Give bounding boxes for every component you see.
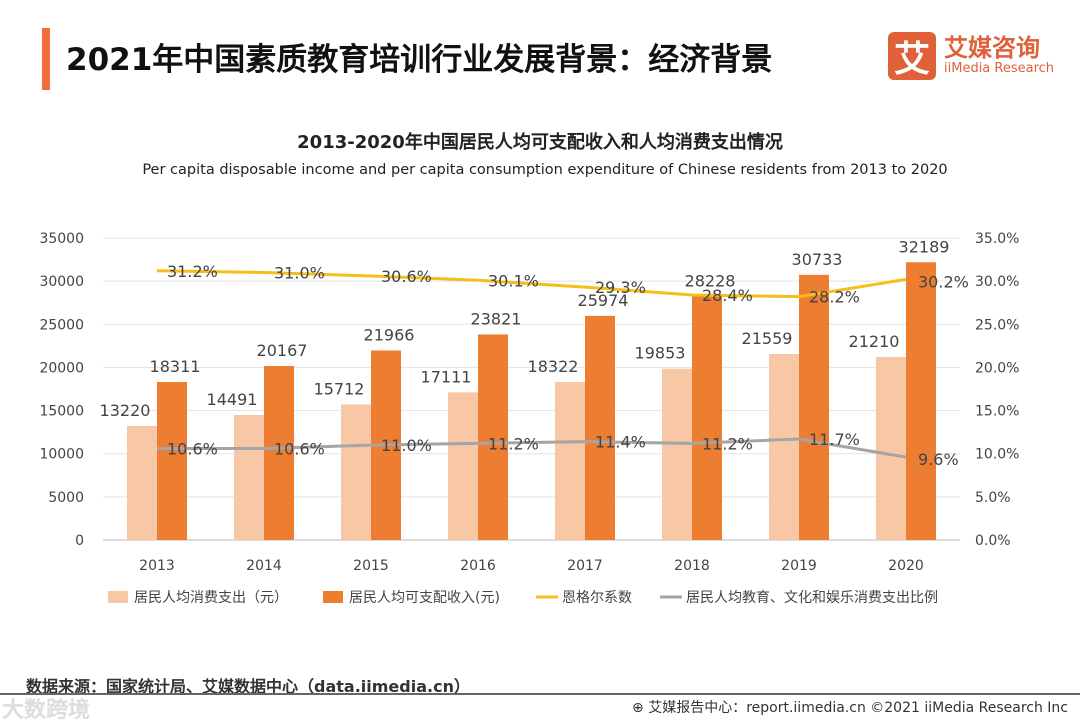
x-tick-label: 2013: [139, 558, 175, 574]
legend-swatch: [108, 591, 128, 603]
y-tick-label: 35000: [39, 231, 84, 247]
title-accent-bar: [42, 28, 50, 90]
data-label-education: 11.2%: [488, 434, 539, 453]
data-label-consumption: 18322: [528, 357, 579, 376]
bar-income: [478, 334, 508, 540]
data-label-education: 10.6%: [274, 440, 325, 459]
data-label-education: 11.7%: [809, 430, 860, 449]
y2-tick-label: 30.0%: [975, 274, 1019, 290]
bar-income: [157, 382, 187, 540]
data-label-consumption: 19853: [635, 344, 686, 363]
legend-label: 居民人均教育、文化和娱乐消费支出比例: [686, 590, 938, 606]
data-label-income: 23821: [471, 309, 522, 328]
y2-tick-label: 35.0%: [975, 231, 1019, 247]
bar-income: [906, 262, 936, 540]
y2-tick-label: 15.0%: [975, 404, 1019, 420]
logo-mark: 艾: [888, 32, 936, 80]
data-label-engel: 30.6%: [381, 267, 432, 286]
x-tick-label: 2016: [460, 558, 496, 574]
data-label-consumption: 17111: [421, 367, 472, 386]
data-source: 数据来源：国家统计局、艾媒数据中心（data.iimedia.cn）: [26, 677, 470, 696]
x-tick-label: 2017: [567, 558, 603, 574]
data-label-engel: 30.2%: [918, 272, 969, 291]
data-label-education: 11.2%: [702, 434, 753, 453]
data-label-consumption: 13220: [100, 401, 151, 420]
watermark: 大数跨境: [2, 698, 91, 723]
data-label-consumption: 14491: [207, 390, 258, 409]
y-tick-label: 0: [75, 533, 84, 549]
bar-income: [799, 274, 829, 540]
data-label-income: 25974: [578, 291, 629, 310]
page-title: 2021年中国素质教育培训行业发展背景：经济背景: [66, 42, 773, 78]
line-engel: [156, 269, 907, 299]
data-label-income: 18311: [150, 357, 201, 376]
data-label-engel: 29.3%: [595, 278, 646, 297]
bar-consumption: [448, 392, 478, 540]
chart-title: 2013-2020年中国居民人均可支配收入和人均消费支出情况: [297, 132, 783, 153]
y-tick-label: 30000: [39, 274, 84, 290]
bar-income: [692, 296, 722, 540]
data-label-engel: 28.2%: [809, 288, 860, 307]
y-tick-label: 15000: [39, 404, 84, 420]
x-tick-label: 2015: [353, 558, 389, 574]
logo: 艾 艾媒咨询 iiMedia Research: [888, 32, 1054, 80]
bar-consumption: [555, 381, 585, 540]
logo-cn: 艾媒咨询: [944, 34, 1040, 62]
y2-tick-label: 25.0%: [975, 317, 1019, 333]
data-label-income: 20167: [257, 341, 308, 360]
data-label-engel: 31.2%: [167, 262, 218, 281]
bar-consumption: [876, 356, 906, 540]
data-label-income: 21966: [364, 325, 415, 344]
x-tick-label: 2018: [674, 558, 710, 574]
legend-swatch: [323, 591, 343, 603]
legend-label: 恩格尔系数: [562, 590, 632, 606]
legend-label: 居民人均消费支出（元）: [134, 590, 288, 606]
bar-income: [585, 315, 615, 540]
y2-tick-label: 20.0%: [975, 360, 1019, 376]
data-label-income: 30733: [792, 250, 843, 269]
y2-tick-label: 0.0%: [975, 533, 1011, 549]
x-tick-label: 2014: [246, 558, 282, 574]
data-label-consumption: 15712: [314, 379, 365, 398]
x-tick-label: 2020: [888, 558, 924, 574]
data-label-income: 28228: [685, 271, 736, 290]
y-tick-label: 5000: [48, 490, 84, 506]
data-label-education: 11.4%: [595, 433, 646, 452]
data-label-consumption: 21559: [742, 329, 793, 348]
bar-consumption: [127, 425, 157, 540]
data-label-consumption: 21210: [849, 332, 900, 351]
y2-tick-label: 5.0%: [975, 490, 1011, 506]
bar-consumption: [769, 353, 799, 540]
footer-credit: ⊕ 艾媒报告中心：report.iimedia.cn ©2021 iiMedia…: [632, 700, 1068, 716]
divider: [0, 693, 1080, 695]
bar-consumption: [662, 368, 692, 540]
y-tick-label: 20000: [39, 360, 84, 376]
chart-subtitle: Per capita disposable income and per cap…: [142, 162, 948, 178]
data-label-engel: 30.1%: [488, 271, 539, 290]
data-label-education: 9.6%: [918, 450, 959, 469]
x-tick-label: 2019: [781, 558, 817, 574]
legend-label: 居民人均可支配收入(元): [349, 590, 500, 606]
bar-consumption: [341, 404, 371, 540]
y-tick-label: 10000: [39, 447, 84, 463]
data-label-engel: 28.4%: [702, 286, 753, 305]
y2-tick-label: 10.0%: [975, 447, 1019, 463]
logo-en: iiMedia Research: [944, 61, 1055, 76]
data-label-education: 11.0%: [381, 436, 432, 455]
bar-consumption: [234, 414, 264, 540]
line-education-ratio: [157, 437, 907, 459]
bar-income: [264, 365, 294, 540]
data-label-income: 32189: [899, 237, 950, 256]
data-label-education: 10.6%: [167, 440, 218, 459]
y-tick-label: 25000: [39, 317, 84, 333]
data-label-engel: 31.0%: [274, 264, 325, 283]
